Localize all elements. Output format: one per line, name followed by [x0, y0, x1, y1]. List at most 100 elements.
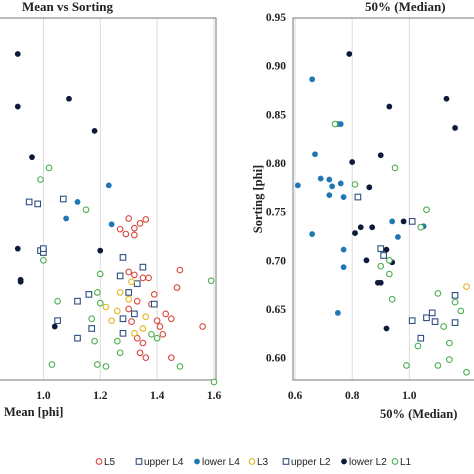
left-data-point [45, 164, 53, 172]
left-data-point [167, 315, 175, 323]
left-data-point [14, 103, 21, 110]
left-data-point [85, 291, 93, 298]
left-data-point [125, 289, 133, 296]
left-data-point [142, 354, 150, 362]
legend-label: lower L2 [349, 457, 387, 468]
right-data-point [326, 176, 333, 183]
right-data-point [309, 76, 316, 83]
left-data-point [48, 361, 56, 368]
left-data-point [131, 329, 138, 337]
left-data-point [131, 310, 138, 318]
left-data-point [108, 221, 115, 228]
left-data-point [125, 305, 133, 313]
right-data-point [377, 245, 385, 253]
left-data-point [207, 277, 215, 285]
right-marks [294, 51, 470, 376]
legend-label: upper L4 [144, 457, 184, 468]
left-data-point [176, 266, 184, 274]
right-data-point [451, 292, 459, 299]
right-data-point [389, 218, 396, 225]
left-marks [14, 51, 218, 386]
right-data-point [317, 175, 324, 182]
right-data-point [363, 257, 370, 264]
left-data-point [150, 291, 158, 298]
left-x-tick-label: 1.0 [36, 390, 51, 402]
right-y-tick-label: 0.75 [266, 207, 286, 219]
right-data-point [434, 362, 442, 369]
left-data-point [40, 256, 47, 264]
right-data-point [408, 218, 416, 225]
left-data-point [139, 274, 147, 282]
left-data-point [131, 231, 138, 239]
left-grid [42, 18, 215, 380]
right-y-tick-label: 0.90 [266, 61, 286, 73]
left-data-point [116, 225, 124, 233]
right-data-point [331, 120, 339, 128]
legend-marker [282, 458, 290, 465]
legend-label: upper L2 [291, 457, 331, 468]
left-data-point [14, 245, 21, 252]
left-chart-title: Mean vs Sorting [22, 0, 114, 14]
left-x-tick-label: 1.6 [207, 390, 222, 402]
left-data-point [59, 195, 67, 203]
left-data-point [176, 363, 184, 370]
left-data-point [96, 299, 104, 307]
left-data-point [113, 337, 121, 345]
left-data-point [162, 310, 170, 318]
left-data-point [102, 303, 110, 311]
left-data-point [153, 334, 161, 342]
left-data-point [116, 289, 124, 296]
left-x-axis-label: Mean [phi] [4, 405, 63, 419]
right-data-point [446, 356, 453, 363]
right-data-point [329, 183, 336, 190]
right-data-point [385, 270, 393, 278]
left-data-point [29, 154, 35, 161]
right-data-point [346, 51, 353, 57]
right-data-point [452, 125, 458, 131]
right-data-point [463, 283, 470, 290]
right-data-point [451, 319, 459, 326]
left-data-point [125, 268, 133, 276]
left-data-point [133, 334, 141, 342]
right-data-point [340, 246, 347, 253]
right-data-point [377, 262, 385, 270]
right-data-point [408, 317, 416, 325]
right-y-tick-label: 0.70 [266, 255, 286, 267]
left-data-point [113, 307, 121, 315]
right-data-point [340, 264, 347, 271]
left-data-point [14, 51, 21, 57]
right-data-point [377, 279, 384, 286]
left-data-point [133, 297, 141, 305]
right-data-point [457, 307, 465, 315]
left-data-point [142, 313, 150, 321]
right-data-point [388, 295, 396, 303]
right-data-point [326, 192, 333, 199]
right-data-point [394, 234, 401, 240]
left-data-point [91, 337, 98, 345]
legend-marker [194, 458, 200, 465]
right-grid [294, 18, 410, 380]
left-data-point [74, 297, 81, 305]
left-data-point [139, 263, 147, 271]
left-data-point [108, 317, 115, 325]
left-data-point [94, 361, 101, 368]
right-data-point [423, 206, 430, 214]
right-y-tick-label: 0.60 [266, 353, 286, 365]
left-data-point [97, 247, 104, 254]
left-data-point [153, 317, 161, 325]
right-data-point [383, 325, 390, 332]
right-data-point [337, 180, 344, 187]
left-data-point [136, 349, 144, 357]
left-data-point [116, 349, 124, 357]
right-data-point [337, 121, 344, 127]
left-data-point [159, 330, 167, 338]
right-data-point [385, 256, 393, 264]
right-data-point [428, 309, 436, 317]
left-data-point [148, 330, 155, 338]
left-data-point [63, 215, 70, 222]
right-y-tick-label: 0.65 [266, 304, 286, 316]
right-chart-title: 50% (Median) [365, 0, 446, 14]
left-data-point [136, 219, 144, 227]
right-data-point [354, 193, 362, 201]
legend-marker [391, 458, 399, 465]
